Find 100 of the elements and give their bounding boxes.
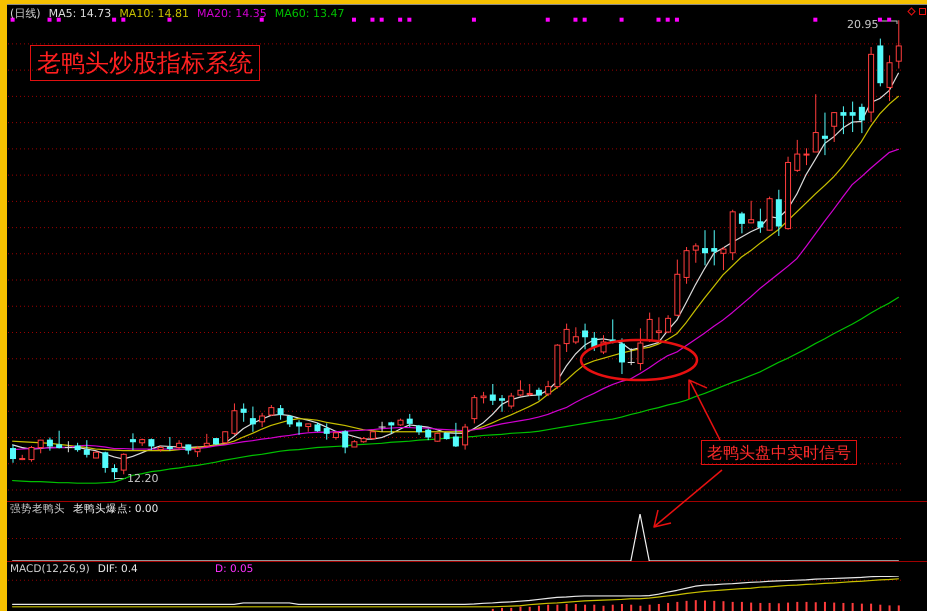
- candlestick: [46, 437, 53, 452]
- candlestick: [646, 312, 653, 342]
- candlestick: [130, 432, 136, 451]
- candlestick: [286, 414, 293, 428]
- bar: [658, 604, 660, 611]
- bar: [870, 604, 872, 611]
- candlestick: [582, 323, 588, 350]
- candlestick: [748, 200, 754, 224]
- bar: [538, 606, 540, 611]
- bar: [704, 600, 706, 611]
- candlestick: [268, 404, 274, 417]
- text: DIF: 0.4: [98, 563, 138, 575]
- chart-subtitle: (日线): [10, 6, 41, 20]
- candlestick: [166, 436, 173, 452]
- bar: [750, 602, 752, 611]
- bar: [566, 604, 568, 611]
- bar: [814, 602, 817, 611]
- bar: [694, 600, 697, 611]
- annotation: 老鸭头盘中实时信号: [701, 440, 857, 466]
- candlestick: [517, 380, 524, 397]
- bar: [686, 600, 688, 611]
- text: MA60: 13.47: [274, 6, 344, 20]
- candlestick: [536, 387, 542, 401]
- bar: [722, 601, 724, 611]
- annotation: 12.20: [127, 472, 158, 486]
- candlestick: [840, 106, 846, 135]
- text: 老鸭头爆点: 0.00: [73, 502, 158, 516]
- bar: [833, 602, 836, 611]
- candlestick: [692, 242, 699, 264]
- text: D: 0.05: [215, 563, 254, 576]
- bar: [648, 604, 651, 611]
- candlestick: [618, 338, 625, 375]
- candlestick: [499, 394, 506, 412]
- candlestick: [757, 208, 764, 234]
- candlestick: [28, 445, 34, 462]
- candlestick: [38, 439, 44, 454]
- candlestick: [194, 445, 201, 458]
- bar: [556, 604, 558, 611]
- candlestick: [452, 422, 459, 448]
- candlestick: [637, 328, 644, 371]
- bar: [574, 604, 577, 611]
- candlestick: [111, 464, 118, 480]
- bar: [510, 608, 512, 611]
- candlestick: [84, 440, 90, 458]
- candlestick: [425, 428, 432, 441]
- bar: [860, 604, 863, 611]
- candlestick: [850, 101, 856, 133]
- candlestick: [296, 420, 302, 436]
- text: MA5: 14.73: [48, 6, 112, 20]
- bar: [824, 602, 826, 611]
- candlestick: [471, 394, 478, 424]
- bar: [778, 603, 780, 611]
- candlestick: [526, 383, 533, 397]
- candlestick: [259, 412, 266, 428]
- chart-title: MACD(12,26,9): [10, 563, 90, 575]
- candlestick: [656, 316, 662, 340]
- candlestick: [240, 402, 247, 422]
- candlestick: [794, 139, 800, 172]
- bar: [676, 602, 678, 611]
- bar: [593, 604, 596, 611]
- bar: [888, 605, 891, 611]
- candlestick: [490, 383, 496, 406]
- bar: [667, 602, 670, 611]
- candlestick: [711, 230, 718, 266]
- candlestick: [342, 430, 348, 454]
- bar: [852, 602, 854, 611]
- bar: [787, 602, 790, 611]
- bar: [740, 602, 743, 611]
- bar: [842, 602, 844, 611]
- candlestick: [324, 422, 330, 440]
- candlestick: [406, 413, 413, 428]
- candlestick: [720, 246, 726, 271]
- bar: [519, 606, 522, 611]
- candlestick: [804, 148, 810, 166]
- bar: [639, 606, 642, 611]
- candlestick: [102, 451, 108, 474]
- candlestick: [572, 326, 579, 345]
- chart-title: 强势老鸭头: [10, 502, 65, 516]
- candlestick: [508, 392, 514, 410]
- candlestick: [564, 323, 570, 352]
- bar: [630, 604, 632, 611]
- candlestick: [416, 424, 422, 436]
- candlestick: [231, 402, 238, 436]
- candlestick: [148, 438, 154, 451]
- candlestick: [545, 380, 552, 397]
- candlestick: [120, 452, 127, 475]
- bar: [528, 606, 531, 611]
- candlestick: [665, 314, 672, 334]
- candlestick: [480, 391, 487, 404]
- text: MA20: 14.35: [197, 6, 267, 20]
- candlestick: [56, 430, 62, 450]
- annotation: 20.95: [847, 18, 878, 32]
- candlestick: [738, 211, 745, 234]
- bar: [898, 605, 900, 611]
- text: MA10: 14.81: [119, 6, 190, 20]
- candlestick: [388, 421, 394, 434]
- candlestick: [702, 230, 708, 266]
- bar: [612, 604, 614, 611]
- bar: [806, 602, 808, 611]
- bar: [713, 600, 716, 611]
